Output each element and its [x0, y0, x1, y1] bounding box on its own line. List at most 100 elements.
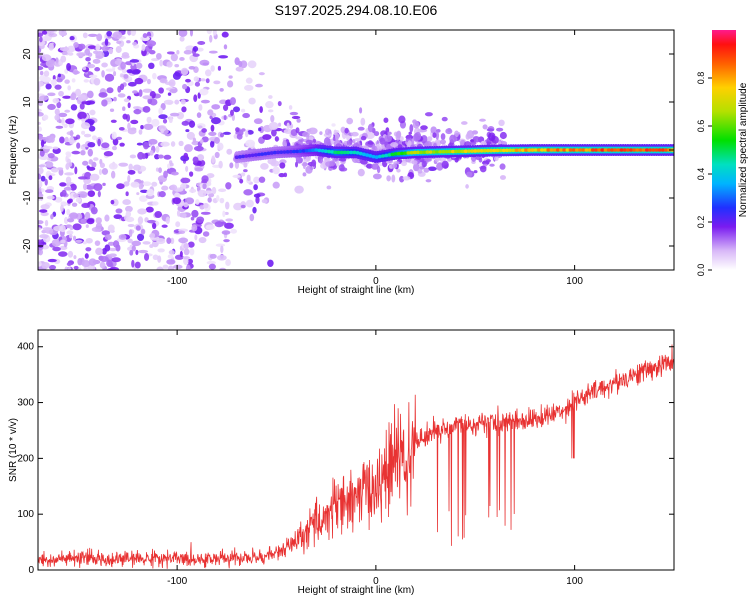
- spectral-blob: [211, 186, 217, 195]
- spectral-blob: [99, 261, 106, 269]
- spectral-blob: [148, 62, 155, 70]
- spectral-blob: [372, 173, 382, 180]
- ridge-core: [390, 152, 395, 157]
- spectral-blob: [104, 73, 115, 82]
- spectral-blob: [441, 160, 449, 169]
- spectral-blob: [116, 40, 122, 45]
- spectral-blob: [58, 30, 67, 37]
- spectral-blob: [47, 152, 55, 159]
- spectral-blob: [488, 132, 496, 142]
- ridge-core: [269, 151, 274, 155]
- spectral-blob: [178, 237, 189, 244]
- spectral-blob: [335, 160, 340, 167]
- spectral-blob: [98, 169, 103, 176]
- spectral-blob: [214, 221, 224, 228]
- ridge-core: [381, 154, 386, 158]
- ridge-core: [314, 148, 319, 152]
- ridge-core: [482, 148, 487, 153]
- y-tick-label: 100: [17, 509, 34, 520]
- spectral-blob: [373, 131, 380, 137]
- spectral-blob: [40, 204, 50, 210]
- spectral-blob: [186, 131, 195, 140]
- spectral-blob: [282, 139, 287, 147]
- spectral-blob: [87, 190, 96, 198]
- ridge-core: [323, 149, 328, 153]
- spectral-blob: [138, 249, 149, 254]
- spectral-blob: [258, 72, 265, 76]
- spectral-blob: [158, 191, 166, 198]
- spectral-blob: [38, 66, 44, 71]
- spectral-blob: [131, 240, 142, 247]
- spectral-blob: [70, 92, 77, 101]
- spectral-blob: [199, 59, 210, 66]
- spectral-blob: [346, 139, 353, 146]
- spectral-blob: [97, 190, 101, 198]
- ridge-core: [234, 155, 239, 159]
- spectral-blob: [253, 184, 258, 191]
- colorbar-tick-label: 0.8: [696, 72, 706, 85]
- spectral-blob: [158, 114, 168, 120]
- spectral-blob: [224, 211, 229, 215]
- spectral-blob: [214, 151, 220, 159]
- spectral-blob: [466, 171, 473, 178]
- ridge-core: [613, 148, 618, 152]
- spectral-blob: [113, 71, 117, 77]
- spectral-blob: [142, 181, 152, 187]
- ridge-core: [419, 150, 424, 155]
- spectral-blob: [239, 178, 244, 184]
- spectral-blob: [86, 63, 96, 69]
- ridge-core: [619, 148, 624, 152]
- spectral-blob: [157, 248, 165, 253]
- spectral-blob: [201, 128, 207, 133]
- ridge-core: [514, 148, 519, 153]
- spectral-blob: [68, 233, 73, 239]
- spectral-blob: [123, 98, 130, 103]
- spectral-blob: [338, 164, 345, 172]
- spectral-blob: [367, 123, 374, 133]
- spectral-blob: [109, 247, 117, 252]
- spectral-blob: [224, 222, 234, 229]
- spectral-blob: [421, 160, 427, 168]
- spectral-blob: [294, 185, 304, 194]
- ridge-core: [241, 154, 246, 159]
- spectral-blob: [172, 72, 181, 80]
- spectral-blob: [253, 176, 261, 184]
- spectral-blob: [168, 250, 175, 255]
- spectral-blob: [87, 142, 96, 148]
- spectral-blob: [307, 127, 318, 135]
- spectral-blob: [79, 102, 85, 110]
- spectral-blob: [197, 125, 203, 129]
- spectral-blob: [183, 152, 189, 159]
- spectral-blob: [87, 148, 94, 157]
- spectral-blob: [324, 128, 331, 136]
- spectral-blob: [39, 36, 43, 43]
- spectral-blob: [111, 145, 118, 151]
- spectral-blob: [162, 118, 168, 124]
- spectral-blob: [40, 175, 46, 182]
- ridge-core: [263, 151, 268, 156]
- spectral-blob: [88, 33, 98, 37]
- ridge-core: [422, 150, 427, 154]
- spectral-blob: [65, 176, 72, 184]
- ridge-core: [435, 150, 440, 154]
- spectral-blob: [66, 230, 74, 235]
- spectral-blob: [158, 167, 162, 174]
- ridge-core: [460, 149, 465, 154]
- spectral-blob: [162, 264, 169, 269]
- y-tick-label: 10: [22, 96, 33, 108]
- ridge-core: [530, 148, 535, 152]
- spectral-blob: [436, 162, 444, 171]
- ridge-core: [489, 148, 494, 153]
- spectral-blob: [140, 35, 151, 42]
- spectral-blob: [84, 211, 91, 220]
- y-tick-label: -10: [22, 190, 33, 205]
- spectral-blob: [197, 41, 206, 45]
- spectral-blob: [101, 45, 110, 52]
- spectral-blob: [461, 121, 468, 125]
- spectral-blob: [138, 129, 143, 135]
- spectral-blob: [201, 175, 209, 183]
- spectral-blob: [59, 182, 67, 187]
- ridge-core: [457, 149, 462, 154]
- spectral-blob: [225, 218, 234, 222]
- spectral-blob: [64, 266, 69, 270]
